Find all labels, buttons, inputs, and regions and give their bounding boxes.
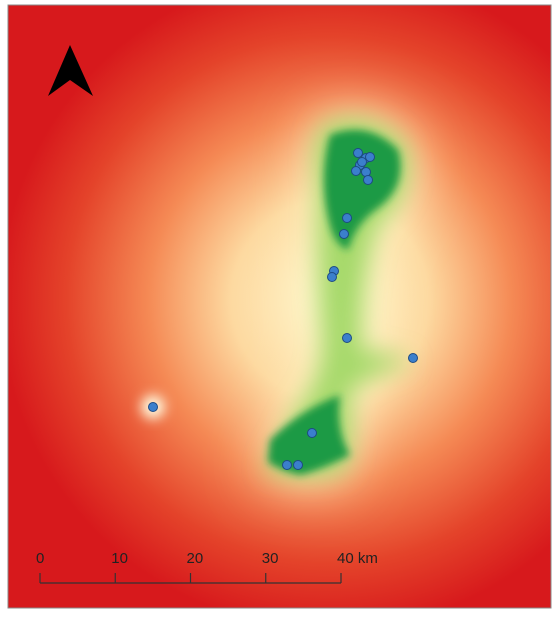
site [283, 461, 292, 470]
scale-label: 0 [36, 550, 44, 567]
site [343, 214, 352, 223]
site [354, 149, 363, 158]
site [409, 354, 418, 363]
scale-label: 20 [187, 550, 204, 567]
page: 010203040 km (() => { const data = JSON.… [0, 0, 559, 614]
site [352, 167, 361, 176]
scale-label: 10 [111, 550, 128, 567]
site [364, 176, 373, 185]
site [149, 403, 158, 412]
site [308, 429, 317, 438]
site [294, 461, 303, 470]
site [328, 273, 337, 282]
scale-label: 40 km [337, 550, 378, 567]
scale-label: 30 [262, 550, 279, 567]
map: 0 10 20 30 40 km [0, 0, 559, 614]
terrain [8, 5, 551, 608]
site [358, 158, 367, 167]
site [366, 153, 375, 162]
site [343, 334, 352, 343]
site [340, 230, 349, 239]
